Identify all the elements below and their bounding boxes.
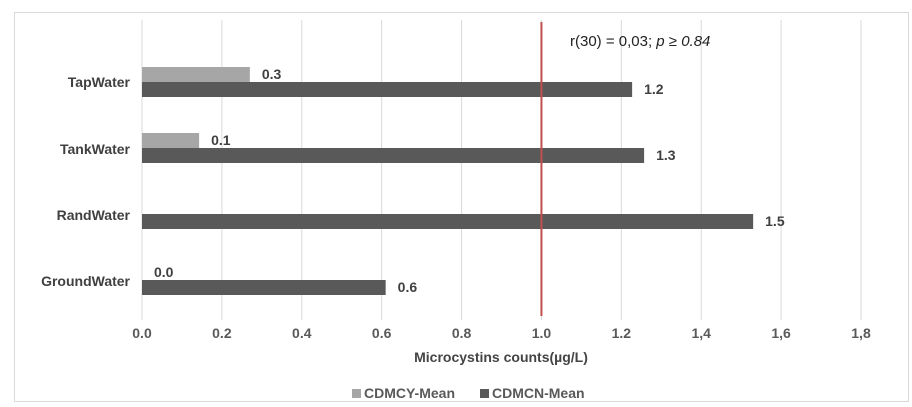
bar-cdmcn-mean — [142, 148, 645, 163]
annotation-italic: p ≥ 0.84 — [655, 33, 710, 50]
data-label: 0.6 — [398, 279, 418, 295]
annotation-text: r(30) = 0,03; — [570, 33, 656, 50]
data-label: 1.2 — [644, 81, 664, 97]
category-label: GroundWater — [41, 273, 130, 289]
bar-cdmcy-mean — [142, 67, 250, 82]
correlation-annotation: r(30) = 0,03; p ≥ 0.84 — [570, 33, 710, 50]
data-label: 0.0 — [154, 264, 174, 280]
x-axis-label: Microcystins counts(µg/L) — [414, 349, 588, 365]
x-tick-labels: 0.0 0.2 0.4 0.6 0.8 1.0 1.2 1,4 1,6 1,8 — [132, 325, 871, 341]
x-tick-label: 0.8 — [452, 325, 472, 341]
data-label: 0.3 — [262, 66, 282, 82]
x-tick-label: 1,4 — [691, 325, 711, 341]
x-tick-label: 1,6 — [771, 325, 791, 341]
x-tick-label: 1.0 — [532, 325, 552, 341]
x-tick-label: 0.6 — [372, 325, 392, 341]
bar-cdmcn-mean — [142, 280, 386, 295]
x-tick-label: 1.2 — [612, 325, 632, 341]
bar-cdmcn-mean — [142, 82, 633, 97]
legend-label: CDMCY-Mean — [364, 385, 455, 401]
legend-swatch — [352, 389, 361, 398]
data-label: 0.1 — [211, 132, 231, 148]
x-tick-label: 0.0 — [132, 325, 152, 341]
bars: 0.3 1.2 0.1 1.3 1.5 0.0 0.6 — [142, 66, 785, 295]
bar-cdmcn-mean — [142, 214, 754, 229]
x-tick-label: 0.2 — [212, 325, 232, 341]
category-labels: TapWater TankWater RandWater GroundWater — [41, 74, 130, 289]
category-label: RandWater — [57, 207, 131, 223]
data-label: 1.3 — [656, 147, 676, 163]
x-tick-label: 1,8 — [851, 325, 871, 341]
bar-cdmcy-mean — [142, 133, 200, 148]
data-label: 1.5 — [765, 213, 785, 229]
category-label: TapWater — [68, 74, 131, 90]
legend-label: CDMCN-Mean — [492, 385, 585, 401]
legend-swatch — [480, 389, 489, 398]
category-label: TankWater — [60, 141, 131, 157]
legend: CDMCY-Mean CDMCN-Mean — [352, 385, 585, 401]
gridlines — [141, 20, 862, 320]
x-tick-label: 0.4 — [292, 325, 312, 341]
